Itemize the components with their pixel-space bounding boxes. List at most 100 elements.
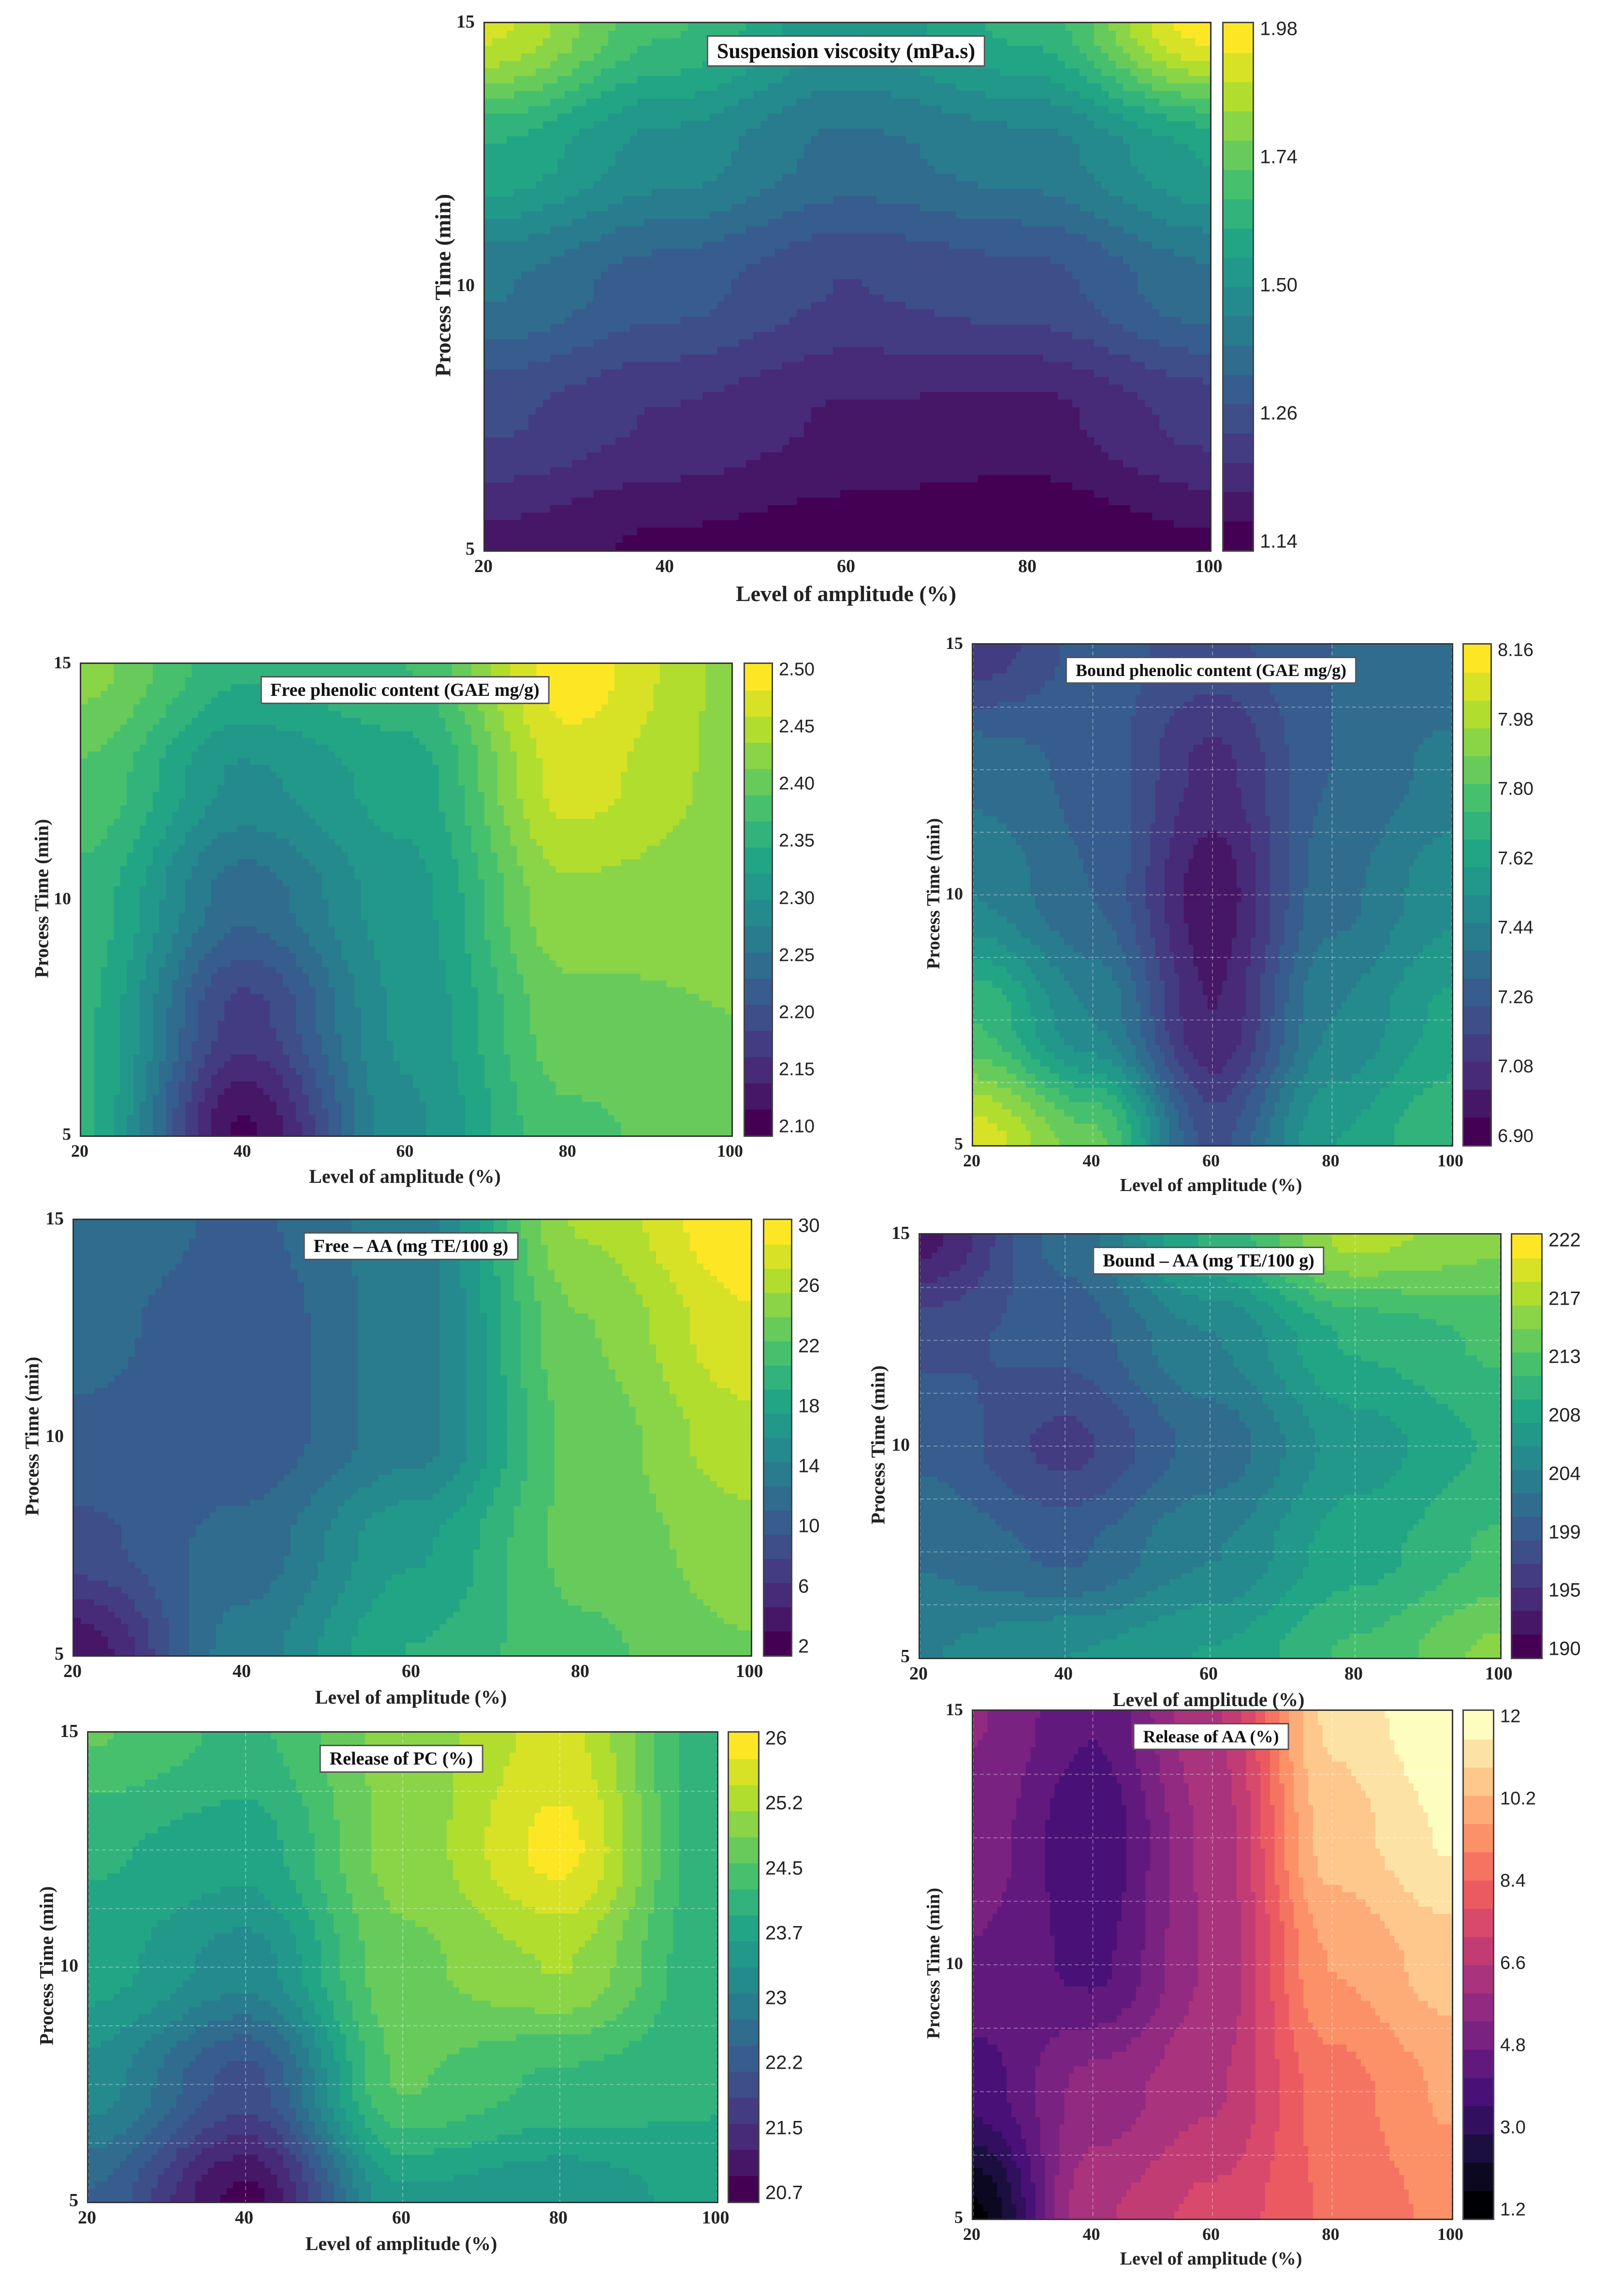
contour-cell [1123, 287, 1131, 295]
contour-cell [985, 369, 993, 378]
contour-cell [1130, 354, 1138, 363]
contour-cell [804, 196, 812, 205]
contour-cell [637, 38, 645, 46]
contour-cell [623, 30, 630, 39]
contour-cell [507, 53, 514, 61]
contour-cell [920, 317, 928, 325]
contour-cell [1087, 384, 1095, 393]
contour-cell [1043, 384, 1051, 393]
contour-cell [753, 317, 761, 325]
contour-cell [753, 136, 761, 144]
contour-cell [964, 369, 971, 378]
contour-cell [1116, 144, 1124, 152]
contour-cell [1181, 129, 1189, 137]
contour-cell [688, 204, 696, 212]
contour-cell [1029, 339, 1037, 348]
contour-cell [978, 68, 986, 76]
contour-cell [884, 287, 891, 295]
contour-cell [905, 241, 913, 250]
contour-cell [659, 264, 667, 272]
contour-cell [818, 309, 826, 318]
contour-cell [594, 174, 601, 182]
contour-cell [818, 204, 826, 212]
contour-cell [499, 30, 507, 39]
contour-cell [797, 384, 804, 393]
contour-cell [1188, 294, 1196, 302]
contour-cell [565, 256, 572, 265]
contour-cell [485, 144, 493, 152]
contour-cell [543, 68, 551, 76]
contour-cell [782, 271, 790, 280]
contour-cell [608, 226, 616, 235]
contour-cell [993, 53, 1000, 61]
contour-cell [993, 144, 1000, 152]
contour-cell [1196, 256, 1203, 265]
contour-cell [594, 113, 601, 122]
contour-cell [1130, 91, 1138, 99]
contour-cell [1007, 113, 1015, 122]
contour-cell [514, 196, 522, 205]
contour-cell [557, 211, 565, 220]
contour-cell [507, 339, 514, 348]
contour-cell [507, 106, 514, 114]
contour-cell [920, 354, 928, 363]
contour-cell [826, 362, 833, 370]
contour-cell [579, 339, 587, 348]
contour-cell [623, 279, 630, 287]
contour-cell [985, 23, 993, 31]
contour-cell [637, 309, 645, 318]
contour-cell [528, 256, 536, 265]
contour-cell [1014, 38, 1022, 46]
contour-cell [964, 354, 971, 363]
contour-cell [579, 181, 587, 190]
contour-cell [1014, 332, 1022, 340]
contour-cell [949, 324, 957, 333]
contour-cell [507, 45, 514, 54]
contour-cell [543, 204, 551, 212]
contour-cell [1138, 113, 1145, 122]
contour-cell [898, 76, 906, 84]
contour-cell [1094, 332, 1102, 340]
contour-cell [1029, 151, 1037, 160]
contour-cell [1094, 241, 1102, 250]
contour-cell [681, 392, 688, 400]
contour-cell [514, 166, 522, 175]
contour-cell [1167, 384, 1174, 393]
contour-cell [659, 129, 667, 137]
contour-cell [1159, 204, 1167, 212]
contour-cell [1116, 271, 1124, 280]
contour-cell [630, 151, 638, 160]
contour-cell [724, 317, 732, 325]
contour-cell [833, 98, 841, 107]
contour-cell [985, 317, 993, 325]
contour-cell [971, 23, 978, 31]
contour-cell [1116, 219, 1124, 227]
contour-cell [637, 60, 645, 69]
contour-cell [804, 174, 812, 182]
contour-cell [579, 309, 587, 318]
contour-cell [985, 354, 993, 363]
contour-cell [1072, 204, 1080, 212]
contour-cell [550, 76, 558, 84]
contour-cell [695, 91, 703, 99]
contour-cell [637, 23, 645, 31]
contour-cell [702, 68, 710, 76]
contour-cell [1167, 45, 1174, 54]
contour-cell [586, 129, 594, 137]
contour-cell [818, 362, 826, 370]
contour-cell [876, 256, 884, 265]
contour-cell [1022, 211, 1029, 220]
contour-cell [1101, 234, 1109, 242]
contour-cell [891, 144, 899, 152]
contour-cell [978, 377, 986, 385]
contour-cell [811, 392, 819, 400]
contour-cell [833, 121, 841, 129]
contour-cell [847, 144, 855, 152]
contour-cell [1014, 392, 1022, 400]
contour-cell [927, 136, 935, 144]
contour-cell [789, 98, 797, 107]
contour-cell [898, 106, 906, 114]
contour-cell [673, 332, 681, 340]
contour-cell [586, 159, 594, 167]
contour-cell [659, 60, 667, 69]
